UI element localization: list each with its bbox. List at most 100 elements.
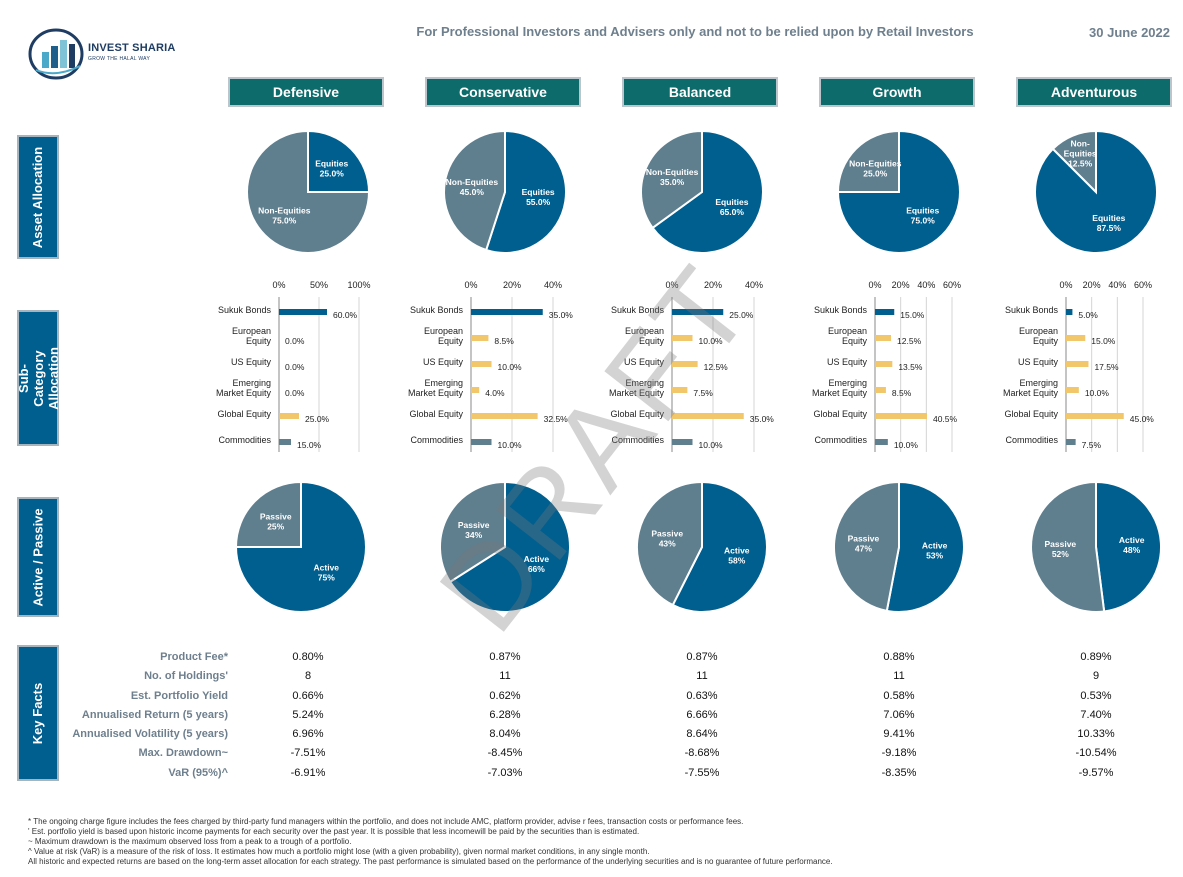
bar-defensive [279,413,299,419]
bar-adventurous [1066,439,1076,445]
tick-label: 100% [347,280,370,290]
key-fact-value: -9.18% [881,747,917,760]
active-passive-pie-defensive-slice-active [234,480,367,613]
active-passive-pie-growth-label: Passive [848,534,880,544]
category-label: Emerging [828,378,867,388]
asset-pie-defensive-label: Equities [315,158,348,168]
key-fact-value: 6.66% [686,708,718,721]
active-passive-pie-growth-slice-active [885,480,965,613]
active-passive-pie-defensive-label: Active [314,562,340,572]
active-passive-pie-adventurous-label: Active [1119,535,1145,545]
bar-growth [875,387,886,393]
key-fact-value: 0.80% [292,651,324,663]
charts-canvas: Equities25.0%Non-Equities75.0%Equities55… [216,129,1162,613]
bar-adventurous [1066,335,1086,341]
section-label-active-passive: Active / Passive [17,497,59,617]
column-header-defensive: Defensive [228,77,384,107]
asset-pie-conservative-label: Non-Equities [446,177,499,187]
tick-label: 60% [943,280,961,290]
bar-defensive [279,309,327,315]
category-label: Market Equity [609,388,665,398]
bar-value-label: 15.0% [900,310,925,320]
bar-value-label: 12.5% [897,336,922,346]
active-passive-pie-conservative-label: 34% [465,530,482,540]
asset-pie-growth-label: Non-Equities [849,158,902,168]
bar-value-label: 0.0% [285,336,305,346]
key-fact-value: 11 [499,670,511,683]
key-fact-label: No. of Holdings' [144,670,228,683]
bar-adventurous [1066,309,1073,315]
category-label: Market Equity [408,388,464,398]
bar-adventurous [1066,361,1089,367]
key-fact-value: 10.33% [1077,728,1115,741]
bar-value-label: 0.0% [285,388,305,398]
tick-label: 0% [272,280,285,290]
category-label: Global Equity [409,409,463,419]
bar-value-label: 10.0% [1085,388,1110,398]
active-passive-pie-adventurous-slice-active [1095,480,1162,613]
footnote: ^ Value at risk (VaR) is a measure of th… [28,847,650,856]
footnote: All historic and expected returns are ba… [28,857,833,866]
category-label: US Equity [423,357,464,367]
footnotes: * The ongoing charge figure includes the… [28,817,1168,867]
bar-value-label: 25.0% [305,414,330,424]
key-fact-value: 0.53% [1080,689,1112,702]
active-passive-pie-balanced-label: 43% [659,539,676,549]
bar-growth [875,361,893,367]
asset-pie-adventurous-label: Equities [1092,213,1125,223]
key-fact-value: 6.96% [292,728,324,741]
bar-value-label: 10.0% [699,336,724,346]
bar-balanced [672,309,724,315]
bar-value-label: 10.0% [498,440,523,450]
bar-value-label: 45.0% [1130,414,1155,424]
category-label: Commodities [814,435,867,445]
key-fact-value: 0.89% [1080,651,1112,663]
asset-pie-balanced-slice-non-equities [640,129,703,230]
key-fact-value: 0.66% [292,689,324,702]
key-facts-col-growth: 0.88% 11 0.58% 7.06% 9.41% -9.18% -8.35% [824,648,974,783]
asset-pie-conservative-label: 45.0% [460,187,485,197]
category-label: Market Equity [1003,388,1059,398]
active-passive-pie-growth-label: Active [922,540,948,550]
asset-pie-balanced-slice-equities [651,129,765,254]
key-fact-value: 8 [304,670,312,683]
tick-label: 20% [1083,280,1101,290]
bar-conservative [471,361,492,367]
brand-tagline: GROW THE HALAL WAY [88,56,151,62]
category-label: Global Equity [813,409,867,419]
active-passive-pie-balanced-label: 58% [728,555,745,565]
asset-pie-defensive-label: Non-Equities [258,206,311,216]
bar-value-label: 35.0% [750,414,775,424]
active-passive-pie-balanced-label: Active [724,545,750,555]
asset-pie-adventurous-label: 87.5% [1097,223,1122,233]
asset-pie-growth-label: Equities [906,206,939,216]
category-label: European [424,326,463,336]
active-passive-pie-growth-label: 47% [855,544,872,554]
category-label: Commodities [1005,435,1058,445]
report-date: 30 June 2022 [1089,25,1170,40]
tick-label: 20% [704,280,722,290]
category-label: Sukuk Bonds [814,305,868,315]
bar-balanced [672,335,693,341]
bar-value-label: 40.5% [933,414,958,424]
bar-value-label: 10.0% [699,440,724,450]
category-label: Emerging [1019,378,1058,388]
bar-balanced [672,361,698,367]
category-label: Equity [639,336,665,346]
category-label: US Equity [231,357,272,367]
key-fact-value: 0.62% [489,689,521,702]
active-passive-pie-balanced-slice-active [671,480,768,613]
asset-pie-growth-label: 25.0% [863,168,888,178]
column-header-growth: Growth [819,77,975,107]
bar-adventurous [1066,387,1079,393]
bar-growth [875,335,892,341]
key-fact-label: Max. Drawdown~ [138,747,228,760]
active-passive-pie-adventurous-label: 48% [1123,545,1140,555]
bar-balanced [672,439,693,445]
asset-pie-defensive-label: 75.0% [272,216,297,226]
asset-pie-balanced-label: Non-Equities [646,167,699,177]
bar-value-label: 17.5% [1094,362,1119,372]
key-fact-value: -6.91% [290,766,326,779]
category-label: Sukuk Bonds [1005,305,1059,315]
section-label-asset-allocation: Asset Allocation [17,135,59,259]
